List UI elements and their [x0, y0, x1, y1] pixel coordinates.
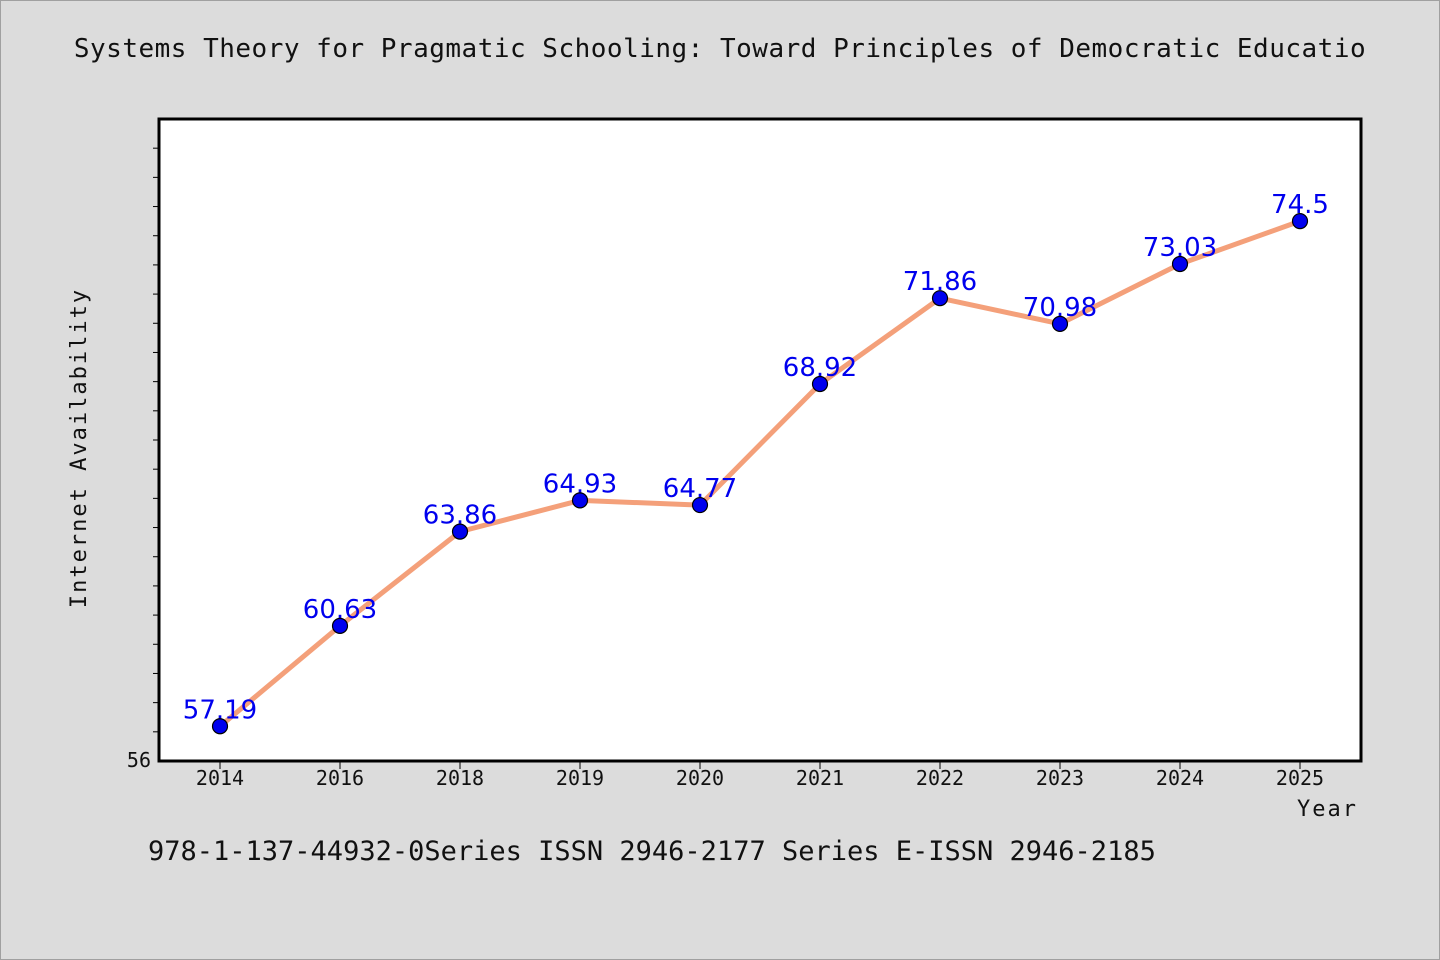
- data-point: [691, 496, 709, 514]
- data-point: [931, 290, 949, 307]
- data-point: [1291, 213, 1309, 230]
- y-tick-label: 56: [127, 748, 151, 772]
- data-point: [1051, 315, 1069, 332]
- data-point: [331, 617, 349, 634]
- x-tick-label: 2019: [556, 766, 604, 790]
- x-tick-label: 2020: [676, 766, 724, 790]
- x-tick-label: 2024: [1156, 766, 1204, 790]
- chart-title: Systems Theory for Pragmatic Schooling: …: [73, 34, 1367, 64]
- y-axis-title: Internet Availability: [67, 288, 92, 608]
- data-point: [1171, 255, 1189, 273]
- x-tick-label: 2014: [196, 766, 244, 790]
- x-tick-label: 2018: [436, 766, 484, 790]
- isbn-issn-footer: 978-1-137-44932-0Series ISSN 2946-2177 S…: [148, 836, 1156, 867]
- data-point: [211, 718, 229, 735]
- x-tick-label: 2021: [796, 766, 844, 790]
- data-point: [451, 523, 469, 540]
- x-tick-label: 2022: [916, 766, 964, 790]
- series-line: [218, 218, 1301, 729]
- plot-area: [157, 117, 1363, 763]
- y-axis-ticks: 56: [127, 147, 159, 772]
- x-axis-ticks: 2014 2016 2018 2019 2020 2021 2022 2023 2024 2025: [196, 761, 1324, 790]
- x-tick-label: 2023: [1036, 766, 1084, 790]
- data-point: [811, 375, 829, 393]
- x-tick-label: 2016: [316, 766, 364, 790]
- x-axis-title: Year: [1297, 797, 1358, 822]
- x-tick-label: 2025: [1276, 766, 1324, 790]
- data-point: [571, 492, 589, 509]
